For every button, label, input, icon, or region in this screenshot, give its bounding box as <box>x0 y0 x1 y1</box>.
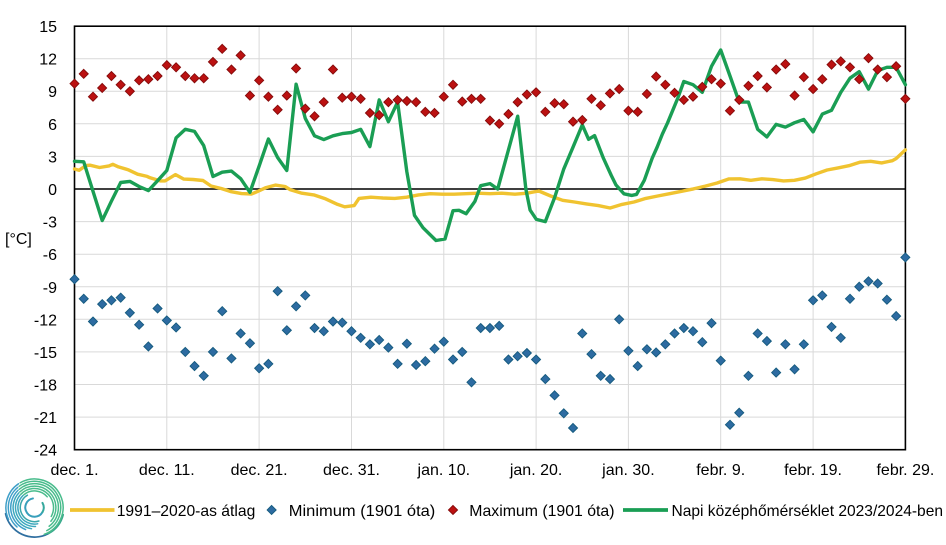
svg-text:3: 3 <box>48 149 57 166</box>
svg-text:febr. 19.: febr. 19. <box>784 462 842 479</box>
svg-text:Maximum (1901 óta): Maximum (1901 óta) <box>469 503 614 520</box>
svg-text:dec. 11.: dec. 11. <box>139 462 195 479</box>
svg-text:0: 0 <box>48 182 57 199</box>
svg-text:febr. 29.: febr. 29. <box>876 462 934 479</box>
svg-text:-9: -9 <box>43 280 57 297</box>
svg-text:jan. 30.: jan. 30. <box>601 462 654 479</box>
svg-text:6: 6 <box>48 117 57 134</box>
svg-text:-3: -3 <box>43 215 57 232</box>
svg-text:-6: -6 <box>43 247 57 264</box>
svg-text:1991–2020-as átlag: 1991–2020-as átlag <box>117 503 256 520</box>
svg-text:febr. 9.: febr. 9. <box>696 462 745 479</box>
svg-text:9: 9 <box>48 84 57 101</box>
svg-text:jan. 10.: jan. 10. <box>417 462 470 479</box>
svg-text:Napi középhőmérséklet 2023/202: Napi középhőmérséklet 2023/2024-ben <box>672 503 944 520</box>
svg-text:[°C]: [°C] <box>5 231 32 248</box>
svg-text:dec. 21.: dec. 21. <box>231 462 288 479</box>
svg-text:-21: -21 <box>34 410 57 427</box>
svg-text:-15: -15 <box>34 345 57 362</box>
svg-text:-24: -24 <box>34 443 57 460</box>
svg-text:12: 12 <box>39 52 57 69</box>
svg-text:dec. 1.: dec. 1. <box>50 462 98 479</box>
svg-text:-12: -12 <box>34 312 57 329</box>
svg-text:dec. 31.: dec. 31. <box>323 462 380 479</box>
svg-text:-18: -18 <box>34 378 57 395</box>
svg-text:15: 15 <box>39 19 57 36</box>
svg-text:jan. 20.: jan. 20. <box>509 462 562 479</box>
svg-text:Minimum (1901 óta): Minimum (1901 óta) <box>289 503 436 520</box>
